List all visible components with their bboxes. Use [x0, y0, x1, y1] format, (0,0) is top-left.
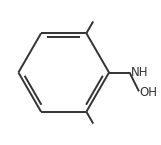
Text: OH: OH [140, 86, 158, 99]
Text: NH: NH [130, 66, 148, 79]
